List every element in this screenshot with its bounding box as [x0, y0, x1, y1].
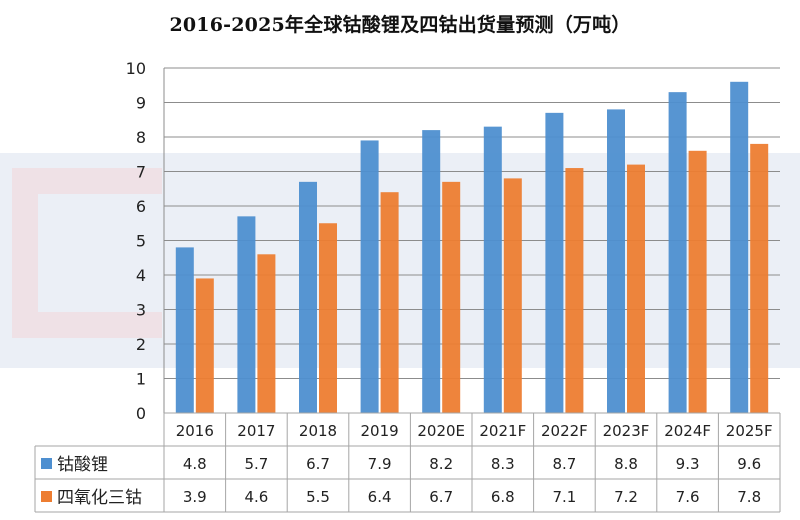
chart-title: 2016-2025年全球钴酸锂及四钴出货量预测（万吨） — [169, 14, 631, 36]
x-tick-label: 2023F — [603, 422, 650, 440]
watermark-band — [0, 153, 800, 368]
data-cell: 7.8 — [737, 488, 761, 506]
bar-co3o4-2021F — [503, 178, 522, 413]
data-cell: 3.9 — [183, 488, 207, 506]
data-cell: 8.7 — [552, 455, 576, 473]
bar-co3o4-2022F — [565, 168, 584, 413]
bar-lco-2019 — [360, 140, 379, 413]
y-tick-label: 6 — [136, 197, 146, 216]
bar-lco-2018 — [299, 181, 317, 413]
data-cell: 6.7 — [306, 455, 330, 473]
data-cell: 9.3 — [676, 455, 700, 473]
data-cell: 8.8 — [614, 455, 638, 473]
data-cell: 8.2 — [429, 455, 453, 473]
bars — [175, 81, 769, 414]
x-tick-label: 2019 — [361, 422, 399, 440]
bar-lco-2025F — [730, 81, 749, 414]
data-cell: 7.6 — [676, 488, 700, 506]
bar-lco-2017 — [237, 216, 256, 413]
y-tick-label: 10 — [126, 59, 146, 78]
y-tick-label: 9 — [136, 94, 146, 113]
data-cell: 8.3 — [491, 455, 515, 473]
y-tick-label: 0 — [136, 404, 146, 423]
y-tick-label: 1 — [136, 370, 146, 389]
x-tick-label: 2024F — [664, 422, 711, 440]
bar-lco-2020E — [422, 130, 441, 413]
y-tick-label: 8 — [136, 128, 146, 147]
data-cell: 6.7 — [429, 488, 453, 506]
bar-lco-2016 — [175, 247, 194, 413]
data-cell: 4.8 — [183, 455, 207, 473]
data-cell: 5.5 — [306, 488, 330, 506]
data-table: 2016 2017 2018 2019 2020E 2021F 2022F 2023F 2024… — [34, 412, 781, 513]
legend-label: 四氧化三钴 — [57, 488, 142, 508]
data-cell: 5.7 — [244, 455, 268, 473]
bar-co3o4-2019 — [380, 192, 399, 413]
x-tick-label: 2020E — [417, 422, 465, 440]
bar-lco-2024F — [668, 92, 687, 414]
y-tick-label: 4 — [136, 266, 146, 285]
legend-label: 钴酸锂 — [57, 455, 108, 475]
data-cell: 7.9 — [368, 455, 392, 473]
y-axis: 0 1 2 3 4 5 6 7 8 9 10 — [126, 59, 146, 423]
y-tick-label: 2 — [136, 335, 146, 354]
bar-co3o4-2025F — [750, 143, 769, 413]
bar-lco-2023F — [607, 109, 625, 414]
y-tick-label: 7 — [136, 163, 146, 182]
bar-co3o4-2020E — [442, 181, 461, 413]
bar-co3o4-2017 — [257, 254, 276, 413]
bar-co3o4-2018 — [319, 223, 337, 413]
data-cell: 6.4 — [368, 488, 392, 506]
x-tick-label: 2021F — [479, 422, 526, 440]
y-tick-label: 3 — [136, 301, 146, 320]
bar-co3o4-2016 — [195, 278, 214, 413]
data-cell: 7.2 — [614, 488, 638, 506]
x-tick-label: 2016 — [176, 422, 214, 440]
data-cell: 7.1 — [552, 488, 576, 506]
bar-co3o4-2024F — [688, 150, 707, 414]
gridlines — [163, 67, 780, 414]
data-cell: 6.8 — [491, 488, 515, 506]
data-cell: 9.6 — [737, 455, 761, 473]
bar-co3o4-2023F — [627, 164, 645, 413]
bar-lco-2021F — [483, 126, 502, 414]
x-tick-label: 2025F — [726, 422, 773, 440]
x-tick-label: 2022F — [541, 422, 588, 440]
watermark-logo — [12, 168, 162, 338]
legend-swatch — [41, 458, 52, 469]
bar-lco-2022F — [545, 112, 564, 413]
x-tick-label: 2017 — [237, 422, 275, 440]
legend-swatch — [41, 491, 52, 502]
y-tick-label: 5 — [136, 232, 146, 251]
data-cell: 4.6 — [244, 488, 268, 506]
x-tick-label: 2018 — [299, 422, 337, 440]
